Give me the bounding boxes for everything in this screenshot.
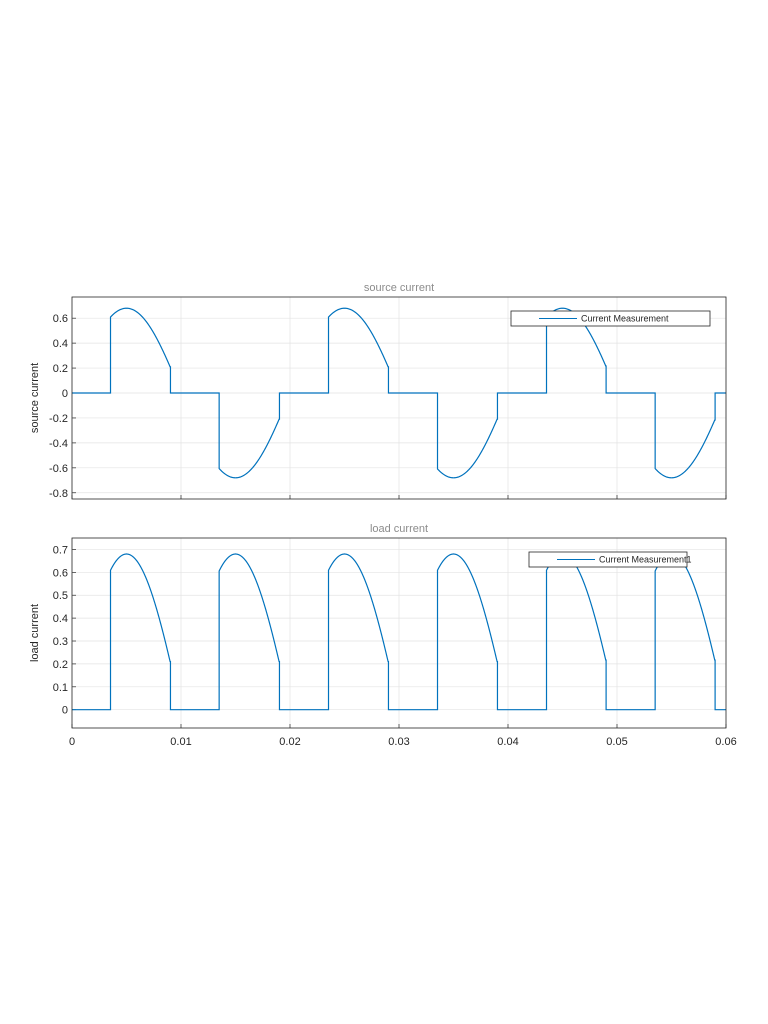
x-tick-label: 0.06: [715, 736, 736, 748]
y-tick-label: 0.2: [53, 363, 68, 375]
y-tick-label: 0.1: [53, 682, 68, 694]
series: [72, 553, 726, 711]
x-tick-label: 0.03: [388, 736, 409, 748]
legend-box: [528, 551, 688, 568]
x-tick-label: 0.02: [279, 736, 300, 748]
y-tick-label: 0.3: [53, 636, 68, 648]
x-tick-label: 0.01: [170, 736, 191, 748]
y-tick-label: 0.2: [53, 659, 68, 671]
x-tick-label: 0.05: [606, 736, 627, 748]
plot-area: [71, 296, 727, 500]
series-line: [72, 553, 726, 711]
y-tick-label: 0.6: [53, 313, 68, 325]
legend-entry: Current Measurement1: [599, 555, 692, 565]
chart-title: source current: [364, 282, 434, 294]
y-tick-label: 0: [62, 705, 68, 717]
y-tick-label: -0.4: [49, 438, 68, 450]
y-axis-label: load current: [29, 604, 41, 662]
legend[interactable]: Current Measurement1: [528, 551, 692, 568]
y-tick-label: 0.7: [53, 544, 68, 556]
legend-entry: Current Measurement: [581, 314, 669, 324]
y-tick-label: 0.5: [53, 590, 68, 602]
y-tick-label: -0.6: [49, 463, 68, 475]
legend[interactable]: Current Measurement: [510, 310, 711, 327]
y-tick-label: -0.2: [49, 413, 68, 425]
legend-box: [510, 310, 711, 327]
y-tick-label: -0.8: [49, 488, 68, 500]
y-tick-labels: 0.7 0.6 0.5 0.4 0.3 0.2 0.1 0: [53, 544, 68, 716]
y-tick-labels: 0.6 0.4 0.2 0 -0.2 -0.4 -0.6 -0.8: [49, 313, 68, 500]
series: [72, 307, 726, 479]
load-current-chart: load current load current 0.70.60.50.40.…: [29, 523, 737, 748]
grid: [71, 297, 727, 499]
chart-title: load current: [370, 523, 428, 535]
x-tick-labels: 0 0.01 0.02 0.03 0.04 0.05 0.06: [69, 736, 737, 748]
plot-area: [71, 537, 727, 729]
y-tick-label: 0: [62, 388, 68, 400]
x-tick-label: 0.04: [497, 736, 518, 748]
y-tick-label: 0.6: [53, 567, 68, 579]
y-tick-label: 0.4: [53, 338, 68, 350]
y-axis-label: source current: [29, 363, 41, 433]
x-tick-label: 0: [69, 736, 75, 748]
y-tick-label: 0.4: [53, 613, 68, 625]
series-line: [72, 307, 726, 479]
source-current-chart: source current source current 0.60.40.20…: [29, 282, 727, 500]
